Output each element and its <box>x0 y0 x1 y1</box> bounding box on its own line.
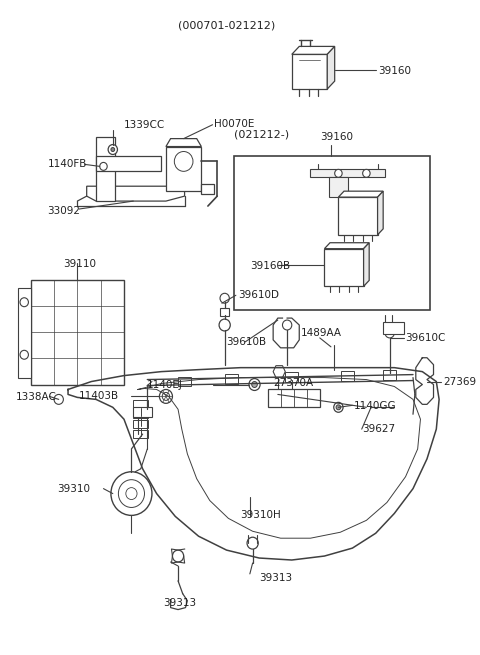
Circle shape <box>363 170 370 178</box>
Bar <box>383 369 396 379</box>
Polygon shape <box>96 157 161 172</box>
Circle shape <box>249 379 260 390</box>
Circle shape <box>111 472 152 515</box>
Text: 1489AA: 1489AA <box>301 328 342 338</box>
Polygon shape <box>311 170 385 178</box>
Text: 39313: 39313 <box>259 573 292 583</box>
Circle shape <box>385 328 395 338</box>
Circle shape <box>126 487 137 500</box>
Text: 1140GG: 1140GG <box>354 402 397 411</box>
Text: 39313: 39313 <box>163 598 196 608</box>
Text: 1338AC: 1338AC <box>16 392 57 402</box>
Bar <box>225 373 238 384</box>
Text: 33092: 33092 <box>48 206 81 216</box>
Bar <box>202 184 215 194</box>
Polygon shape <box>363 243 369 286</box>
Polygon shape <box>378 191 383 234</box>
Text: (021212-): (021212-) <box>234 130 289 140</box>
Circle shape <box>334 402 343 412</box>
Circle shape <box>282 320 292 330</box>
Circle shape <box>219 319 230 331</box>
Bar <box>133 410 148 419</box>
Circle shape <box>252 382 257 388</box>
Bar <box>133 421 148 428</box>
Bar <box>133 400 148 408</box>
Bar <box>18 288 31 377</box>
Circle shape <box>119 479 144 508</box>
Text: 1140EJ: 1140EJ <box>147 379 183 390</box>
Bar <box>268 390 320 407</box>
Polygon shape <box>166 139 202 147</box>
Bar <box>324 249 363 286</box>
Polygon shape <box>338 191 383 197</box>
Circle shape <box>174 151 193 172</box>
Circle shape <box>54 394 63 404</box>
Text: 39610D: 39610D <box>238 290 279 301</box>
Circle shape <box>20 350 28 359</box>
Circle shape <box>162 392 169 400</box>
Bar <box>338 197 378 234</box>
Circle shape <box>172 550 184 562</box>
Bar <box>292 54 327 89</box>
Text: 39160B: 39160B <box>250 261 290 271</box>
Text: 39610C: 39610C <box>406 333 446 343</box>
Text: 39627: 39627 <box>362 424 395 434</box>
Text: 39610B: 39610B <box>227 337 267 347</box>
Circle shape <box>336 405 341 410</box>
Text: H0070E: H0070E <box>215 119 255 129</box>
Circle shape <box>100 162 107 170</box>
Text: 27370A: 27370A <box>273 377 313 388</box>
Text: 1339CC: 1339CC <box>124 120 165 130</box>
Bar <box>133 407 152 417</box>
Text: 39160: 39160 <box>379 66 411 76</box>
Circle shape <box>108 145 118 155</box>
Text: 11403B: 11403B <box>79 392 120 402</box>
Polygon shape <box>327 47 335 89</box>
Circle shape <box>159 390 172 403</box>
Circle shape <box>20 298 28 307</box>
Circle shape <box>335 170 342 178</box>
Circle shape <box>111 147 115 151</box>
Bar <box>31 280 124 384</box>
Polygon shape <box>292 47 335 54</box>
Bar <box>383 322 404 334</box>
Text: 1140FB: 1140FB <box>48 159 87 170</box>
Polygon shape <box>329 178 348 197</box>
Text: 27369: 27369 <box>443 377 476 386</box>
Text: 39160: 39160 <box>320 132 353 141</box>
Bar <box>285 371 299 382</box>
Bar <box>341 371 354 381</box>
Text: 39310: 39310 <box>57 483 90 494</box>
Text: 39310H: 39310H <box>240 510 281 521</box>
Bar <box>220 308 229 316</box>
Polygon shape <box>87 186 185 201</box>
Bar <box>166 147 202 191</box>
Polygon shape <box>324 243 369 249</box>
Circle shape <box>220 293 229 303</box>
Text: (000701-021212): (000701-021212) <box>178 20 275 31</box>
Circle shape <box>247 537 258 549</box>
Bar <box>234 157 430 310</box>
Text: 39110: 39110 <box>63 259 96 269</box>
Polygon shape <box>96 137 115 201</box>
Bar <box>133 430 148 438</box>
Bar <box>178 377 191 386</box>
